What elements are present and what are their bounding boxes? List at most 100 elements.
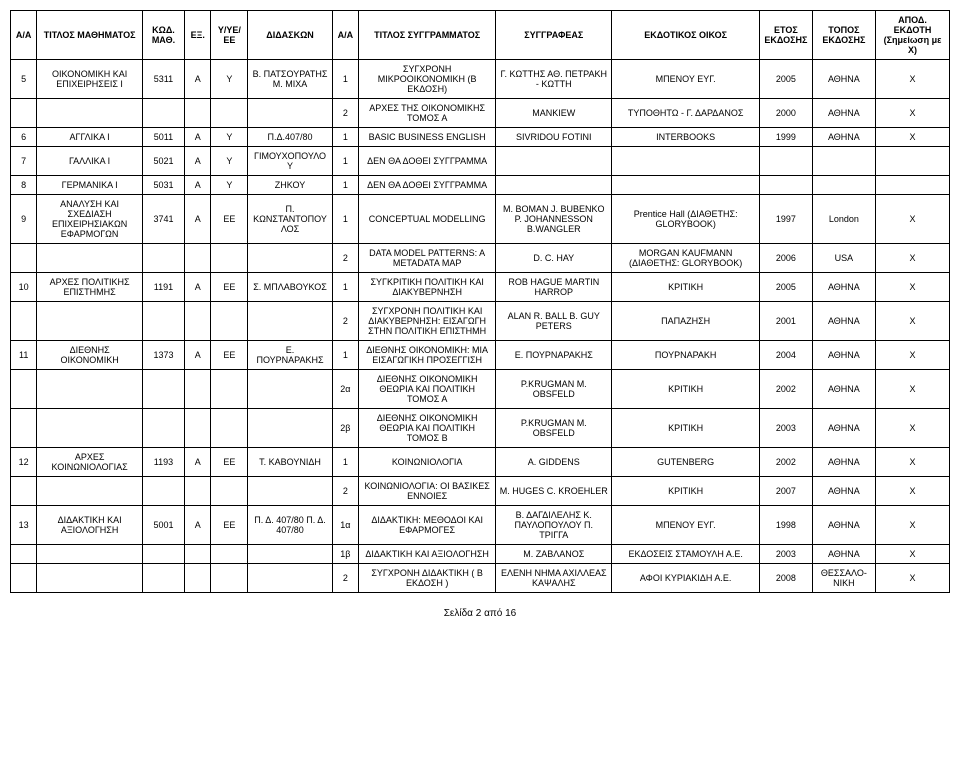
cell-ekdotikos: ΚΡΙΤΙΚΗ bbox=[612, 273, 760, 302]
cell-topos: ΑΘΗΝΑ bbox=[812, 99, 875, 128]
cell-topos: ΑΘΗΝΑ bbox=[812, 506, 875, 545]
cell-didaskon: Τ. ΚΑΒΟΥΝΙΔΗ bbox=[248, 448, 332, 477]
table-row: 2ΣΥΓΧΡΟΝΗ ΠΟΛΙΤΙΚΗ ΚΑΙ ΔΙΑΚΥΒΕΡΝΗΣΗ: ΕΙΣ… bbox=[11, 302, 950, 341]
cell-aa2: 2 bbox=[332, 477, 358, 506]
cell-aa: 8 bbox=[11, 176, 37, 195]
cell-titlos bbox=[37, 545, 143, 564]
cell-titlos_syg: BASIC BUSINESS ENGLISH bbox=[359, 128, 496, 147]
cell-etos: 2002 bbox=[760, 370, 813, 409]
cell-kod bbox=[142, 302, 184, 341]
cell-aa2: 2α bbox=[332, 370, 358, 409]
cell-ekdotikos: ΜΠΕΝΟΥ ΕΥΓ. bbox=[612, 506, 760, 545]
table-row: 10ΑΡΧΕΣ ΠΟΛΙΤΙΚΗΣ ΕΠΙΣΤΗΜΗΣ1191ΑΕΕΣ. ΜΠΛ… bbox=[11, 273, 950, 302]
cell-syggrafeas: ΕΛΕΝΗ ΝΗΜΑ ΑΧΙΛΛΕΑΣ ΚΑΨΑΛΗΣ bbox=[496, 564, 612, 593]
cell-didaskon: Ε. ΠΟΥΡΝΑΡΑΚΗΣ bbox=[248, 341, 332, 370]
cell-etos: 2005 bbox=[760, 60, 813, 99]
cell-yye bbox=[211, 564, 248, 593]
cell-aa2: 1 bbox=[332, 273, 358, 302]
cell-apod: Χ bbox=[876, 370, 950, 409]
cell-apod bbox=[876, 147, 950, 176]
table-row: 13ΔΙΔΑΚΤΙΚΗ ΚΑΙ ΑΞΙΟΛΟΓΗΣΗ5001ΑΕΕΠ. Δ. 4… bbox=[11, 506, 950, 545]
cell-titlos_syg: ΔΙΕΘΝΗΣ ΟΙΚΟΝΟΜΙΚΗ ΘΕΩΡΙΑ ΚΑΙ ΠΟΛΙΤΙΚΗ Τ… bbox=[359, 370, 496, 409]
cell-aa2: 2β bbox=[332, 409, 358, 448]
cell-apod: Χ bbox=[876, 564, 950, 593]
cell-kod: 1191 bbox=[142, 273, 184, 302]
cell-ekdotikos: ΕΚΔΟΣΕΙΣ ΣΤΑΜΟΥΛΗ Α.Ε. bbox=[612, 545, 760, 564]
cell-kod bbox=[142, 545, 184, 564]
cell-aa2: 2 bbox=[332, 244, 358, 273]
cell-aa2: 1 bbox=[332, 176, 358, 195]
cell-titlos_syg: ΔΙΕΘΝΗΣ ΟΙΚΟΝΟΜΙΚΗ ΘΕΩΡΙΑ ΚΑΙ ΠΟΛΙΤΙΚΗ Τ… bbox=[359, 409, 496, 448]
cell-syggrafeas: D. C. HAY bbox=[496, 244, 612, 273]
table-row: 12ΑΡΧΕΣ ΚΟΙΝΩΝΙΟΛΟΓΙΑΣ1193ΑΕΕΤ. ΚΑΒΟΥΝΙΔ… bbox=[11, 448, 950, 477]
cell-kod: 3741 bbox=[142, 195, 184, 244]
cell-yye: Υ bbox=[211, 60, 248, 99]
cell-topos: ΑΘΗΝΑ bbox=[812, 409, 875, 448]
cell-titlos_syg: ΑΡΧΕΣ ΤΗΣ ΟΙΚΟΝΟΜΙΚΗΣ ΤΟΜΟΣ Α bbox=[359, 99, 496, 128]
cell-titlos: ΔΙΕΘΝΗΣ ΟΙΚΟΝΟΜΙΚΗ bbox=[37, 341, 143, 370]
cell-aa bbox=[11, 545, 37, 564]
cell-yye: Υ bbox=[211, 176, 248, 195]
cell-titlos: ΔΙΔΑΚΤΙΚΗ ΚΑΙ ΑΞΙΟΛΟΓΗΣΗ bbox=[37, 506, 143, 545]
cell-yye: Υ bbox=[211, 128, 248, 147]
cell-syggrafeas bbox=[496, 176, 612, 195]
cell-apod bbox=[876, 176, 950, 195]
cell-ekdotikos: ΠΑΠΑΖΗΣΗ bbox=[612, 302, 760, 341]
cell-syggrafeas: Μ. ΖΑΒΛΑΝΟΣ bbox=[496, 545, 612, 564]
table-row: 5ΟΙΚΟΝΟΜΙΚΗ ΚΑΙ ΕΠΙΧΕΙΡΗΣΕΙΣ Ι5311ΑΥΒ. Π… bbox=[11, 60, 950, 99]
cell-kod bbox=[142, 99, 184, 128]
cell-yye bbox=[211, 244, 248, 273]
cell-aa2: 1 bbox=[332, 147, 358, 176]
cell-ex bbox=[185, 370, 211, 409]
table-row: 2βΔΙΕΘΝΗΣ ΟΙΚΟΝΟΜΙΚΗ ΘΕΩΡΙΑ ΚΑΙ ΠΟΛΙΤΙΚΗ… bbox=[11, 409, 950, 448]
cell-ekdotikos: ΑΦΟΙ ΚΥΡΙΑΚΙΔΗ Α.Ε. bbox=[612, 564, 760, 593]
cell-kod bbox=[142, 477, 184, 506]
cell-titlos: ΓΑΛΛΙΚΑ Ι bbox=[37, 147, 143, 176]
header-aa2: Α/Α bbox=[332, 11, 358, 60]
cell-aa: 7 bbox=[11, 147, 37, 176]
cell-didaskon bbox=[248, 302, 332, 341]
cell-didaskon: Π. Δ. 407/80 Π. Δ. 407/80 bbox=[248, 506, 332, 545]
cell-ex bbox=[185, 477, 211, 506]
table-row: 7ΓΑΛΛΙΚΑ Ι5021ΑΥΓΙΜΟΥΧΟΠΟΥΛΟΥ1ΔΕΝ ΘΑ ΔΟΘ… bbox=[11, 147, 950, 176]
cell-titlos_syg: CONCEPTUAL MODELLING bbox=[359, 195, 496, 244]
cell-kod: 5001 bbox=[142, 506, 184, 545]
cell-titlos_syg: ΔΙΔΑΚΤΙΚΗ: ΜΕΘΟΔΟΙ ΚΑΙ ΕΦΑΡΜΟΓΕΣ bbox=[359, 506, 496, 545]
cell-didaskon bbox=[248, 564, 332, 593]
header-aa: Α/Α bbox=[11, 11, 37, 60]
header-topos: ΤΟΠΟΣ ΕΚΔΟΣΗΣ bbox=[812, 11, 875, 60]
cell-ex bbox=[185, 409, 211, 448]
cell-aa bbox=[11, 244, 37, 273]
cell-kod bbox=[142, 409, 184, 448]
cell-titlos bbox=[37, 564, 143, 593]
cell-didaskon bbox=[248, 370, 332, 409]
cell-yye: Υ bbox=[211, 147, 248, 176]
cell-topos: USA bbox=[812, 244, 875, 273]
cell-ex bbox=[185, 99, 211, 128]
table-row: 9ΑΝΑΛΥΣΗ ΚΑΙ ΣΧΕΔΙΑΣΗ ΕΠΙΧΕΙΡΗΣΙΑΚΩΝ ΕΦΑ… bbox=[11, 195, 950, 244]
cell-aa: 6 bbox=[11, 128, 37, 147]
cell-ekdotikos: GUTENBERG bbox=[612, 448, 760, 477]
header-ekdotikos: ΕΚΔΟΤΙΚΟΣ ΟΙΚΟΣ bbox=[612, 11, 760, 60]
cell-apod: Χ bbox=[876, 60, 950, 99]
cell-ekdotikos: ΤΥΠΟΘΗΤΩ - Γ. ΔΑΡΔΑΝΟΣ bbox=[612, 99, 760, 128]
cell-didaskon: ΓΙΜΟΥΧΟΠΟΥΛΟΥ bbox=[248, 147, 332, 176]
table-row: 2DATA MODEL PATTERNS: A METADATA MAPD. C… bbox=[11, 244, 950, 273]
cell-syggrafeas: P.KRUGMAN M. OBSFELD bbox=[496, 409, 612, 448]
cell-aa2: 1α bbox=[332, 506, 358, 545]
cell-ex bbox=[185, 244, 211, 273]
cell-kod bbox=[142, 564, 184, 593]
cell-titlos bbox=[37, 477, 143, 506]
cell-ex bbox=[185, 545, 211, 564]
cell-topos: ΑΘΗΝΑ bbox=[812, 60, 875, 99]
cell-titlos: ΓΕΡΜΑΝΙΚΑ Ι bbox=[37, 176, 143, 195]
cell-aa2: 1 bbox=[332, 128, 358, 147]
table-row: 8ΓΕΡΜΑΝΙΚΑ Ι5031ΑΥΖΗΚΟΥ1ΔΕΝ ΘΑ ΔΟΘΕΙ ΣΥΓ… bbox=[11, 176, 950, 195]
cell-syggrafeas: MANKIEW bbox=[496, 99, 612, 128]
cell-apod: Χ bbox=[876, 477, 950, 506]
cell-titlos_syg: ΔΕΝ ΘΑ ΔΟΘΕΙ ΣΥΓΓΡΑΜΜΑ bbox=[359, 147, 496, 176]
cell-topos: ΑΘΗΝΑ bbox=[812, 273, 875, 302]
cell-aa2: 1 bbox=[332, 60, 358, 99]
cell-titlos: ΑΓΓΛΙΚΑ Ι bbox=[37, 128, 143, 147]
cell-apod: Χ bbox=[876, 506, 950, 545]
